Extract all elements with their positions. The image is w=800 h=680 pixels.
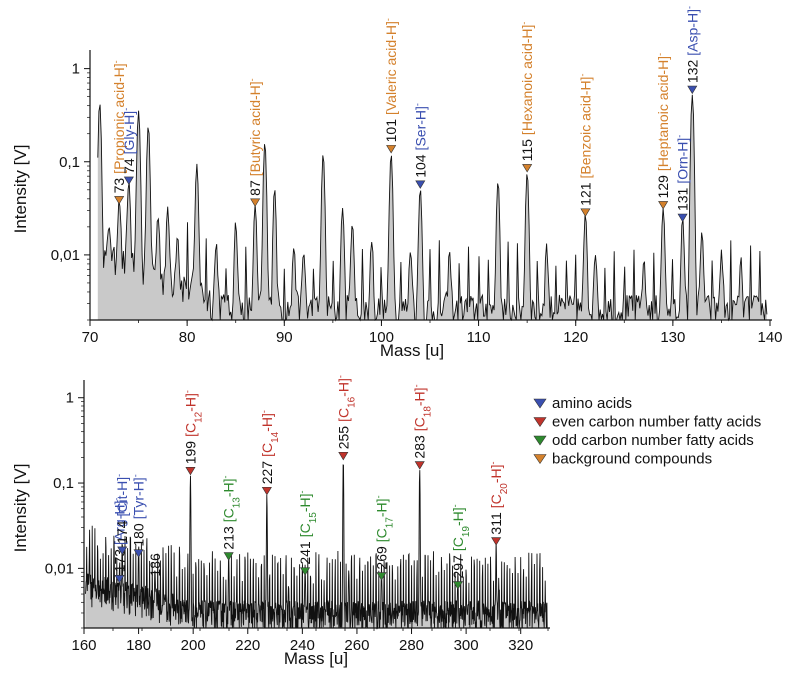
y-tick-label: 0,1 (59, 154, 80, 171)
y-tick-label: 1 (72, 61, 80, 78)
peak-label: 174[Cit-H]- (114, 474, 130, 544)
y-axis-label: Intensity [V] (11, 145, 30, 234)
peak-marker-background (250, 198, 261, 207)
peak-label: 87[Butyric acid-H]- (247, 78, 263, 196)
legend-label: even carbon number fatty acids (552, 414, 761, 431)
legend-marker-background (533, 454, 547, 465)
x-tick-label: 160 (71, 637, 96, 654)
legend-label: background compounds (552, 451, 712, 468)
peak-marker-amino (133, 549, 144, 558)
legend-label: amino acids (552, 395, 632, 412)
x-tick-label: 260 (344, 637, 369, 654)
peak-marker-amino (114, 575, 125, 584)
spectrum-trace (84, 464, 548, 630)
peak-marker-odd (376, 572, 387, 581)
x-tick-label: 120 (563, 329, 588, 346)
x-tick-label: 90 (276, 329, 293, 346)
x-tick-label: 70 (82, 329, 99, 346)
peak-marker-even (338, 451, 349, 461)
peak-marker-even (261, 486, 272, 496)
peak-label: 101[Valeric acid-H]- (383, 18, 399, 142)
x-axis-label: Mass [u] (380, 341, 444, 360)
x-tick-label: 320 (508, 637, 533, 654)
x-tick-label: 200 (181, 637, 206, 654)
y-tick-label: 0,01 (51, 247, 80, 264)
peak-label: 74[Gly-H]- (121, 108, 137, 174)
peak-marker-background (522, 164, 533, 173)
peak-marker-amino (415, 180, 426, 189)
peak-marker-odd (300, 567, 311, 576)
spectrum-fill (85, 465, 548, 628)
y-axis-label: Intensity [V] (11, 464, 30, 553)
legend: amino acids even carbon number fatty acid… (533, 395, 761, 468)
peak-label: 131[Orn-H]- (675, 135, 691, 211)
x-tick-label: 300 (454, 637, 479, 654)
peak-marker-amino (123, 176, 134, 186)
peak-label: 227[C14-H]- (259, 410, 281, 484)
x-tick-label: 280 (399, 637, 424, 654)
peak-marker-even (185, 466, 196, 476)
spectrum-panel-2: 160 180 200 220 240 260 280 300 320 1 0,1 0,01 Mass … (11, 375, 550, 668)
legend-marker-odd (533, 435, 547, 446)
peak-label: 104[Ser-H]- (412, 103, 428, 178)
peak-marker-odd (223, 552, 234, 561)
peak-marker-background (114, 196, 125, 205)
peak-label: 121[Benzoic acid-H]- (577, 74, 593, 206)
peak-label: 213[C13-H]- (221, 475, 243, 549)
peak-label: 283[C18-H]- (412, 384, 434, 458)
peak-label: 297[C19-H]- (450, 504, 472, 578)
x-tick-label: 180 (126, 637, 151, 654)
x-tick-label: 80 (179, 329, 196, 346)
peak-label: 255[C16-H]- (335, 375, 357, 449)
x-tick-label: 110 (467, 329, 491, 346)
peak-marker-amino (687, 85, 698, 95)
spectrum-panel-1: 70 80 90 100 110 120 130 140 1 0,1 0,01 Mass [u] Int… (11, 6, 783, 360)
y-tick-label: 0,1 (53, 475, 74, 492)
legend-label: odd carbon number fatty acids (552, 432, 754, 449)
peak-label: 311[C20-H]- (488, 461, 510, 534)
peak-label: 180[Tyr-H]- (131, 474, 147, 546)
peak-marker-background (580, 208, 591, 217)
peak-label: 129[Heptanoic acid-H]- (655, 53, 671, 199)
peak-marker-even (414, 461, 425, 470)
x-tick-label: 100 (369, 329, 394, 346)
y-tick-label: 1 (66, 390, 74, 407)
peak-label: 73[Propionic acid-H]- (111, 60, 127, 193)
peak-label: 132[Asp-H]- (684, 6, 700, 83)
peak-label: 186 (147, 553, 163, 577)
peak-label: 173[Arg-H]- (111, 498, 127, 573)
peak-label: 115[Hexanoic acid-H]- (519, 22, 535, 162)
peak-marker-background (386, 145, 397, 154)
peak-marker-amino (117, 546, 128, 555)
peak-marker-amino (677, 213, 688, 223)
peak-label: 199[C12-H]- (182, 390, 204, 464)
peak-label: 269[C17-H]- (374, 495, 396, 569)
x-tick-label: 130 (660, 329, 685, 346)
y-tick-label: 0,01 (45, 560, 74, 577)
spectrum-fill (97, 94, 767, 320)
x-tick-label: 140 (757, 329, 782, 346)
peak-marker-odd (452, 581, 463, 590)
peak-label: 241[C15-H]- (297, 490, 319, 564)
peak-marker-even (491, 537, 502, 546)
legend-marker-even (533, 417, 547, 428)
x-tick-label: 240 (290, 637, 315, 654)
x-axis-label: Mass [u] (284, 649, 348, 668)
x-tick-label: 220 (235, 637, 260, 654)
peak-marker-background (658, 201, 669, 210)
legend-marker-amino (533, 398, 547, 409)
